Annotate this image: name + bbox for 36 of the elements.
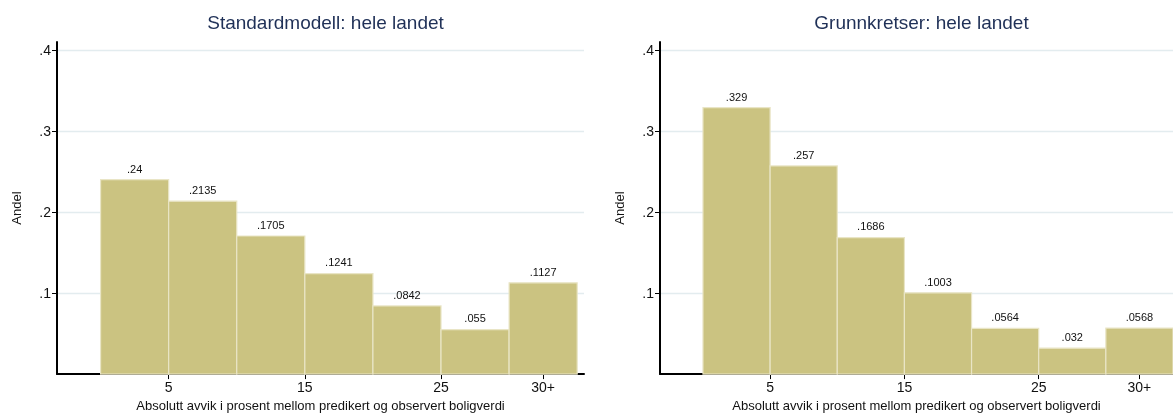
y-axis-title: Andel [9, 191, 24, 225]
x-axis-title: Absolutt avvik i prosent mellom predikert og observert boligverdi [732, 398, 1101, 413]
x-tick-label: 30+ [531, 379, 556, 396]
data-label: .1686 [857, 220, 885, 233]
x-tick-label: 5 [766, 379, 775, 396]
x-tick-label: 5 [164, 379, 173, 396]
y-tick-label: .1 [642, 285, 655, 302]
y-tick-label: .2 [642, 204, 655, 221]
y-tick-label: .1 [39, 285, 52, 302]
x-tick-label: 30+ [1127, 379, 1152, 396]
chart-title: Standardmodell: hele landet [207, 12, 445, 33]
data-label: .1003 [924, 275, 952, 288]
x-axis-title: Absolutt avvik i prosent mellom predikert og observert boligverdi [136, 398, 505, 413]
y-tick-label: .2 [39, 204, 52, 221]
data-label: .24 [126, 162, 143, 175]
y-axis-title: Andel [612, 191, 627, 225]
y-tick-label: .3 [642, 123, 655, 140]
chart-title: Grunnkretser: hele landet [814, 12, 1030, 33]
data-label: .032 [1061, 331, 1083, 344]
x-tick-label: 15 [896, 379, 913, 396]
y-tick-label: .4 [642, 42, 655, 59]
data-label: .0564 [991, 311, 1019, 324]
data-label: .0568 [1125, 310, 1154, 323]
x-tick-label: 25 [433, 379, 450, 396]
data-label: .0842 [393, 288, 421, 301]
y-tick-label: .3 [39, 123, 52, 140]
x-tick-label: 15 [297, 379, 313, 396]
data-label: .257 [792, 148, 815, 161]
data-label: .1127 [529, 265, 557, 278]
data-label: .1241 [325, 256, 353, 269]
data-label: .055 [464, 312, 486, 325]
data-label: .2135 [188, 184, 217, 197]
y-tick-label: .4 [39, 42, 52, 59]
x-tick-label: 25 [1030, 379, 1047, 396]
data-label: .1705 [257, 218, 285, 231]
data-label: .329 [725, 90, 748, 103]
